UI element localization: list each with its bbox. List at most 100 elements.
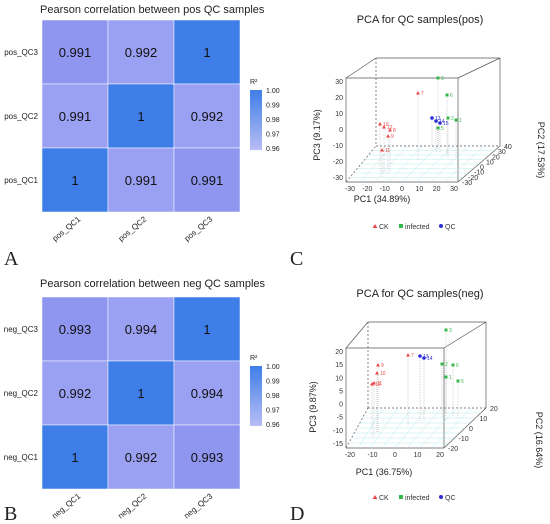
pca-title: PCA for QC samples(pos) [357,14,484,26]
z-tick: -20 [333,159,343,166]
panel-label: A [4,248,19,270]
point-label: 13 [423,354,429,360]
point-label: 7 [421,91,424,97]
floor-grid [429,145,470,183]
heatmap-cell [107,147,175,213]
y-tick: -10 [459,436,469,443]
y-tick: -10 [474,170,484,177]
colorbar-tick: 0.96 [266,422,280,429]
floor-grid [443,145,485,183]
point-CK [380,148,384,152]
z-tick: -10 [333,428,343,435]
point-infected [454,118,458,122]
point-label: 6 [456,363,459,369]
point-QC [430,116,434,120]
z-tick: 20 [335,95,343,102]
point-CK [372,381,376,385]
x-tick: 30 [450,186,458,193]
row-label: neg_QC3 [4,325,39,334]
heatmap-cell [107,360,175,426]
x-tick: -10 [380,186,390,193]
y-tick: 0 [469,426,473,433]
heatmap-cell [41,83,109,149]
colorbar-title: R² [250,79,258,86]
col-label: pos_QC2 [117,214,149,243]
heatmap-cell [173,296,241,362]
point-label: 2 [451,116,454,122]
floor-grid [415,145,454,183]
colorbar-tick: 0.99 [266,103,280,110]
point-label: 7 [411,353,414,359]
point-CK [375,371,379,375]
point-infected [444,328,448,332]
z-tick: -30 [333,175,343,182]
z-tick: 10 [335,111,343,118]
point-label: 3 [449,328,452,334]
point-label: 1 [449,375,452,381]
floor-grid [419,407,457,449]
colorbar-tick: 0.96 [266,146,280,153]
y-tick: 40 [504,144,512,151]
y-tick: -20 [448,446,458,453]
cell-value: 0.994 [125,322,158,337]
cell-value: 0.991 [59,45,92,60]
y-axis-label: PC3 (9.87%) [308,381,318,433]
point-infected [436,126,440,130]
legend-label: QC [445,495,456,502]
point-label: 14 [439,119,445,125]
z-axis-label: PC2 (16.64%) [534,412,544,469]
point-label: 14 [427,356,433,362]
z-tick: 0 [339,402,343,409]
colorbar [250,90,262,150]
legend-marker [372,495,378,499]
point-CK [388,128,392,132]
col-label: neg_QC1 [50,491,82,520]
box-edge [345,57,377,79]
point-label: 13 [435,116,441,122]
pca-D: PCA for QC samples(neg)20151050-5-10-15-… [290,288,544,524]
point-label: 12 [375,382,381,388]
point-CK [386,134,390,138]
box-edge [345,321,369,349]
panel-label: C [290,248,303,270]
heatmap-cell [173,424,241,490]
point-CK [406,353,410,357]
point-label: 6 [450,93,453,99]
col-label: neg_QC3 [182,491,214,520]
z-tick: 20 [335,349,343,356]
panel-label: D [290,503,304,524]
heatmap-cell [173,83,241,149]
heatmap-cell [41,147,109,213]
point-infected [436,76,440,80]
cell-value: 0.991 [191,173,224,188]
x-axis-label: PC1 (36.75%) [356,467,413,477]
point-label: 10 [380,371,386,377]
z-tick: 5 [339,388,343,395]
z-tick: -5 [337,415,343,422]
point-CK [416,91,420,95]
heatmap-A: Pearson correlation between pos QC sampl… [4,4,280,270]
point-CK [378,122,382,126]
legend-marker [372,224,378,228]
legend-label: QC [445,224,456,231]
x-tick: 0 [393,452,397,459]
legend-label: CK [379,495,389,502]
point-label: 15 [443,121,449,127]
row-label: pos_QC3 [4,48,38,57]
x-tick: 10 [414,452,422,459]
box-edge [457,57,501,79]
heatmap-title: Pearson correlation between neg QC sampl… [40,278,266,290]
point-infected [456,379,460,383]
point-QC [422,356,426,360]
point-label: 10 [383,122,389,128]
y-tick: 20 [490,406,498,413]
cell-value: 1 [71,450,78,465]
cell-value: 1 [71,173,78,188]
colorbar [250,366,262,426]
y-tick: 0 [480,165,484,172]
heatmap-cell [107,424,175,490]
point-label: 9 [391,134,394,140]
z-tick: 15 [335,362,343,369]
row-label: neg_QC2 [4,389,39,398]
